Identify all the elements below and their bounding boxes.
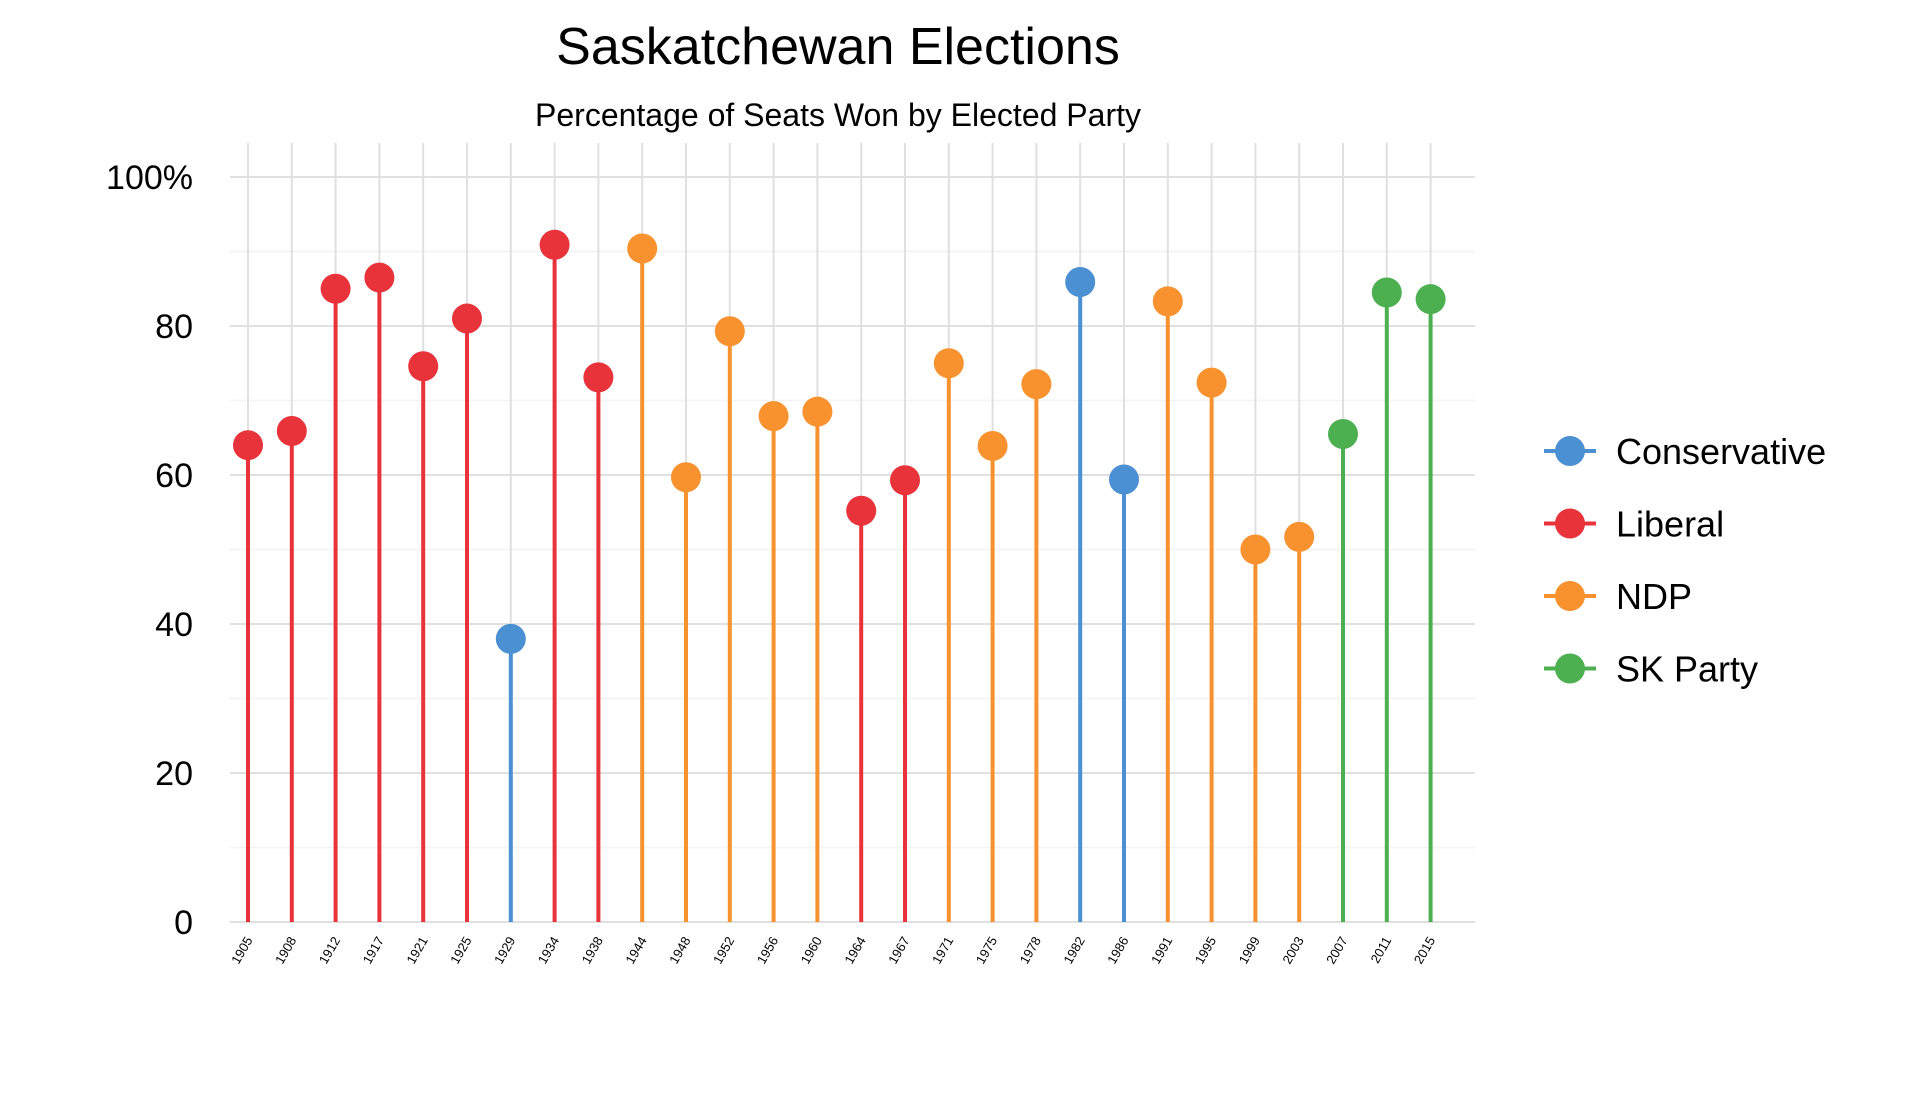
lollipop-dot: [1371, 277, 1402, 308]
x-tick-label: 1960: [798, 934, 825, 967]
x-tick-label: 1982: [1060, 934, 1087, 967]
y-tick-label: 60: [155, 457, 193, 495]
legend-swatch-dot: [1555, 508, 1585, 539]
x-tick-label: 1967: [885, 934, 912, 967]
x-tick-label: 1975: [973, 934, 1000, 967]
x-tick-label: 1948: [666, 934, 693, 967]
lollipop-dot: [627, 233, 658, 264]
x-tick-label: 1929: [491, 934, 518, 967]
lollipop-dot: [320, 273, 351, 304]
x-tick-label: 1925: [447, 934, 474, 967]
lollipop-dot: [1284, 521, 1315, 552]
x-tick-label: 2003: [1279, 934, 1306, 967]
legend-label: Liberal: [1616, 504, 1724, 545]
lollipop-dot: [758, 401, 789, 432]
legend-item: Liberal: [1544, 504, 1724, 545]
x-tick-label: 2015: [1411, 934, 1438, 967]
x-tick-label: 2011: [1367, 934, 1394, 966]
x-tick-label: 1986: [1104, 934, 1131, 967]
x-tick-label: 1917: [360, 934, 387, 967]
lollipop-dot: [1196, 367, 1227, 398]
lollipop-dot: [1415, 284, 1446, 315]
legend-label: SK Party: [1616, 649, 1758, 690]
legend: Conservative Liberal NDP SK Party: [1544, 431, 1826, 690]
chart-title: Saskatchewan Elections: [556, 18, 1120, 76]
x-tick-label: 1921: [403, 934, 430, 967]
y-tick-label: 100%: [106, 159, 193, 197]
lollipop-dot: [1152, 286, 1183, 317]
x-tick-label: 1938: [579, 934, 606, 967]
lollipop-dot: [233, 430, 263, 461]
x-tick-label: 1944: [622, 934, 649, 967]
x-tick-label: 1956: [754, 934, 781, 967]
x-tick-label: 1952: [710, 934, 737, 967]
x-tick-label: 1912: [316, 934, 343, 967]
lollipop-dot: [1021, 369, 1052, 400]
legend-swatch-dot: [1555, 581, 1585, 611]
x-tick-label: 1999: [1236, 934, 1263, 967]
y-tick-label: 40: [155, 606, 193, 644]
x-tick-label: 1934: [535, 934, 562, 967]
lollipop-dot: [1109, 464, 1139, 495]
lollipop-dot: [276, 416, 307, 447]
lollipop-dot: [1240, 534, 1271, 565]
lollipop-dot: [452, 303, 482, 334]
lollipop-dot: [671, 462, 701, 493]
lollipop-dot: [1065, 267, 1096, 298]
lollipop-dot: [583, 362, 614, 393]
lollipop-dot: [714, 316, 745, 347]
y-tick-label: 20: [155, 755, 193, 793]
lollipop-dot: [539, 229, 570, 260]
lollipop-dot: [977, 430, 1008, 461]
legend-swatch-dot: [1555, 436, 1585, 466]
x-tick-label: 1995: [1192, 934, 1219, 967]
lollipop-dot: [408, 351, 439, 382]
chart-subtitle: Percentage of Seats Won by Elected Party: [535, 97, 1141, 133]
x-axis: 1905 1908 1912 1917 1921 1925 1929 1934 1938 1944…: [228, 934, 1438, 967]
lollipop-dot: [846, 495, 877, 526]
lollipop-dot: [933, 348, 964, 379]
x-tick-label: 1905: [228, 934, 255, 967]
legend-item: NDP: [1544, 576, 1692, 617]
lollipop-dot: [495, 623, 526, 654]
lollipop-dot: [1328, 419, 1358, 450]
lollipop-dot: [802, 396, 833, 427]
x-tick-label: 1964: [841, 934, 868, 967]
x-tick-label: 1971: [929, 934, 956, 967]
x-tick-label: 1908: [272, 934, 299, 967]
lollipop-dot: [364, 262, 395, 293]
legend-item: Conservative: [1544, 431, 1826, 472]
legend-label: NDP: [1616, 576, 1692, 617]
legend-label: Conservative: [1616, 431, 1826, 472]
y-axis: 0 20 40 60 80 100%: [106, 159, 193, 942]
dots: [233, 229, 1446, 654]
y-tick-label: 80: [155, 308, 193, 346]
x-tick-label: 1991: [1148, 934, 1175, 967]
stems: [246, 244, 1433, 922]
x-tick-label: 2007: [1323, 934, 1350, 967]
legend-item: SK Party: [1544, 649, 1758, 690]
x-tick-label: 1978: [1017, 934, 1044, 967]
lollipop-dot: [890, 465, 920, 496]
legend-swatch-dot: [1555, 653, 1585, 684]
y-tick-label: 0: [174, 904, 193, 942]
